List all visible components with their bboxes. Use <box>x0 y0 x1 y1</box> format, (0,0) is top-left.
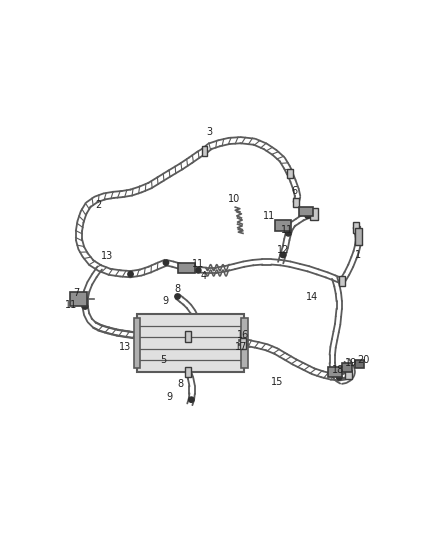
Bar <box>137 314 244 372</box>
FancyBboxPatch shape <box>310 208 318 220</box>
Text: 3: 3 <box>207 127 213 137</box>
Bar <box>241 318 247 368</box>
Text: 8: 8 <box>177 378 184 389</box>
Circle shape <box>175 294 180 299</box>
FancyBboxPatch shape <box>339 277 346 286</box>
FancyBboxPatch shape <box>185 367 191 377</box>
Circle shape <box>196 268 201 273</box>
Bar <box>299 207 313 216</box>
Bar <box>134 318 140 368</box>
Circle shape <box>128 271 133 277</box>
Text: 11: 11 <box>281 224 293 235</box>
Text: 18: 18 <box>332 365 344 375</box>
FancyBboxPatch shape <box>346 370 352 379</box>
Text: 16: 16 <box>237 330 249 340</box>
Text: 11: 11 <box>192 259 205 269</box>
FancyBboxPatch shape <box>185 331 191 342</box>
Text: 14: 14 <box>306 292 318 302</box>
Bar <box>328 367 342 377</box>
Text: 11: 11 <box>263 211 275 221</box>
Bar <box>178 263 195 273</box>
Circle shape <box>305 213 311 219</box>
Text: 10: 10 <box>228 193 240 204</box>
Bar <box>355 360 364 368</box>
FancyBboxPatch shape <box>240 338 246 349</box>
Text: 4: 4 <box>201 271 207 281</box>
Text: 12: 12 <box>277 245 289 255</box>
Bar <box>342 363 352 372</box>
Text: 8: 8 <box>174 284 180 294</box>
FancyBboxPatch shape <box>287 168 293 178</box>
Circle shape <box>336 375 342 380</box>
Text: 5: 5 <box>160 356 166 366</box>
Text: 9: 9 <box>162 296 168 306</box>
Circle shape <box>82 304 88 309</box>
Circle shape <box>280 252 286 257</box>
Text: 2: 2 <box>95 200 101 210</box>
Bar <box>275 220 291 231</box>
Text: 19: 19 <box>345 358 357 368</box>
Circle shape <box>286 231 291 236</box>
Text: 17: 17 <box>234 342 247 352</box>
Text: 9: 9 <box>167 392 173 401</box>
Text: 11: 11 <box>65 300 78 310</box>
FancyBboxPatch shape <box>353 222 359 232</box>
FancyBboxPatch shape <box>355 228 362 245</box>
FancyBboxPatch shape <box>202 146 207 156</box>
Text: 1: 1 <box>355 250 361 260</box>
Text: 20: 20 <box>358 354 370 365</box>
Text: 13: 13 <box>119 342 131 352</box>
Bar <box>71 292 88 306</box>
Text: 13: 13 <box>101 252 113 262</box>
FancyBboxPatch shape <box>293 198 299 207</box>
Circle shape <box>163 260 169 265</box>
Text: 6: 6 <box>291 186 297 196</box>
Text: 7: 7 <box>73 288 79 298</box>
Text: 15: 15 <box>272 377 284 387</box>
Circle shape <box>189 397 194 402</box>
